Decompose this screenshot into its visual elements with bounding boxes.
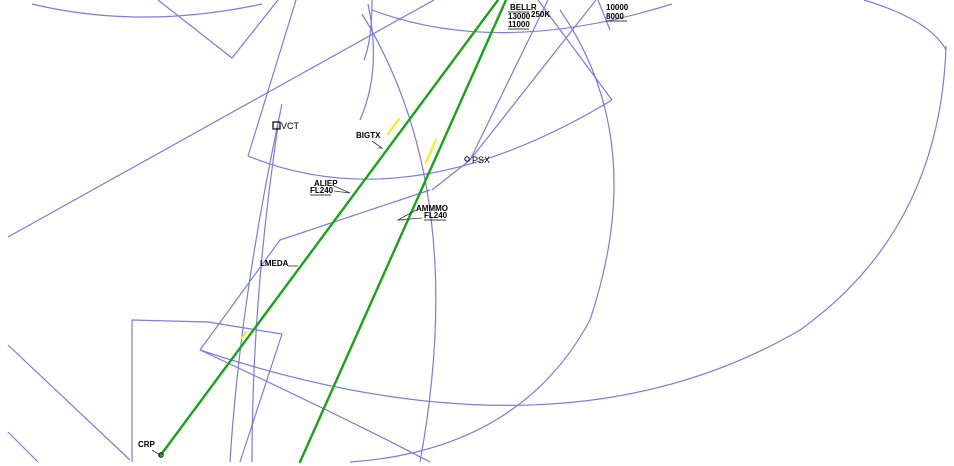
- alt-upper: 10000: [606, 3, 629, 12]
- boundary-arc-upper-right: [863, 0, 947, 51]
- fix-label-bellr: BELLR: [510, 3, 537, 12]
- altitude-block: 10000 8000: [606, 3, 629, 22]
- boundary-psx-line-2: [431, 159, 471, 191]
- alt-lower: 8000: [606, 12, 624, 21]
- boundary-center-line-1: [359, 3, 375, 121]
- boundary-psx-line-3: [469, 0, 597, 161]
- fix-bigtx[interactable]: BIGTX: [356, 131, 384, 149]
- fix-label-vct: VCT: [281, 121, 300, 131]
- fix-vct[interactable]: VCT: [272, 121, 300, 131]
- waypoint-icon: [464, 156, 470, 162]
- boundary-vertical-left: [229, 103, 283, 463]
- boundary-line-left-lower: [7, 344, 131, 461]
- fix-bellr[interactable]: BELLR 13000 250K 11000: [508, 3, 550, 30]
- fix-label-psx: PSX: [472, 155, 490, 165]
- fix-alt-aliep: FL240: [310, 186, 334, 195]
- boundary-wedge-top-left: [157, 0, 279, 59]
- boundary-arc-top: [371, 3, 673, 34]
- boundary-line-left-bottom: [7, 431, 39, 463]
- route-highlight-1: [386, 117, 401, 136]
- fix-label-lmeda: LMEDA: [260, 259, 289, 268]
- fix-lmeda[interactable]: LMEDA: [260, 259, 298, 268]
- boundary-arc-sector: [247, 99, 613, 180]
- fix-alt-ammmo: FL240: [424, 211, 448, 220]
- boundary-sector-left-edge: [247, 0, 297, 157]
- vortac-icon: [272, 121, 281, 130]
- boundary-psx-line-1: [469, 0, 549, 161]
- bellr-alt-lower: 11000: [508, 20, 530, 29]
- fix-label-bigtx: BIGTX: [356, 131, 381, 140]
- boundary-line-left-upper: [7, 0, 435, 238]
- fix-psx[interactable]: PSX: [464, 155, 490, 165]
- boundary-sector-right-edge: [537, 0, 613, 101]
- route-crp-bellr: [158, 0, 500, 458]
- leader-aliep: [333, 185, 351, 194]
- boundary-box-bottom-left: [131, 319, 283, 463]
- boundary-polygon-lower-2: [199, 349, 431, 463]
- route-highlight-3: [240, 330, 248, 340]
- boundary-arc-outer: [349, 9, 615, 463]
- fixes: VCT PSX BIGTX ALIEP FL240 AMMMO FL240: [138, 3, 629, 458]
- boundary-vertical-left-2: [251, 125, 279, 463]
- routes: [158, 0, 508, 464]
- leader-ammmo: [396, 209, 423, 221]
- fix-crp[interactable]: CRP: [138, 440, 164, 458]
- boundary-arc-top-left: [31, 3, 263, 18]
- route-ammmo-bellr: [298, 0, 508, 464]
- route-highlight-2: [424, 138, 438, 164]
- boundary-line-top-right: [597, 0, 611, 31]
- boundary-arc-right-large: [199, 45, 947, 406]
- boundary-center-line-3: [363, 0, 373, 61]
- bellr-alt-upper: 13000: [508, 12, 531, 21]
- fix-aliep[interactable]: ALIEP FL240: [310, 179, 351, 196]
- boundary-center-line-2: [361, 13, 437, 463]
- fix-label-aliep: ALIEP: [314, 179, 338, 188]
- airspace-boundaries: [7, 0, 947, 463]
- leader-bigtx: [371, 140, 384, 149]
- fix-label-ammmo: AMMMO: [416, 204, 448, 213]
- fix-ammmo[interactable]: AMMMO FL240: [396, 204, 448, 221]
- fix-label-crp: CRP: [138, 440, 156, 449]
- boundary-polygon-lower: [199, 189, 431, 351]
- waypoint-icon: [158, 452, 164, 458]
- bellr-speed: 250K: [531, 10, 550, 19]
